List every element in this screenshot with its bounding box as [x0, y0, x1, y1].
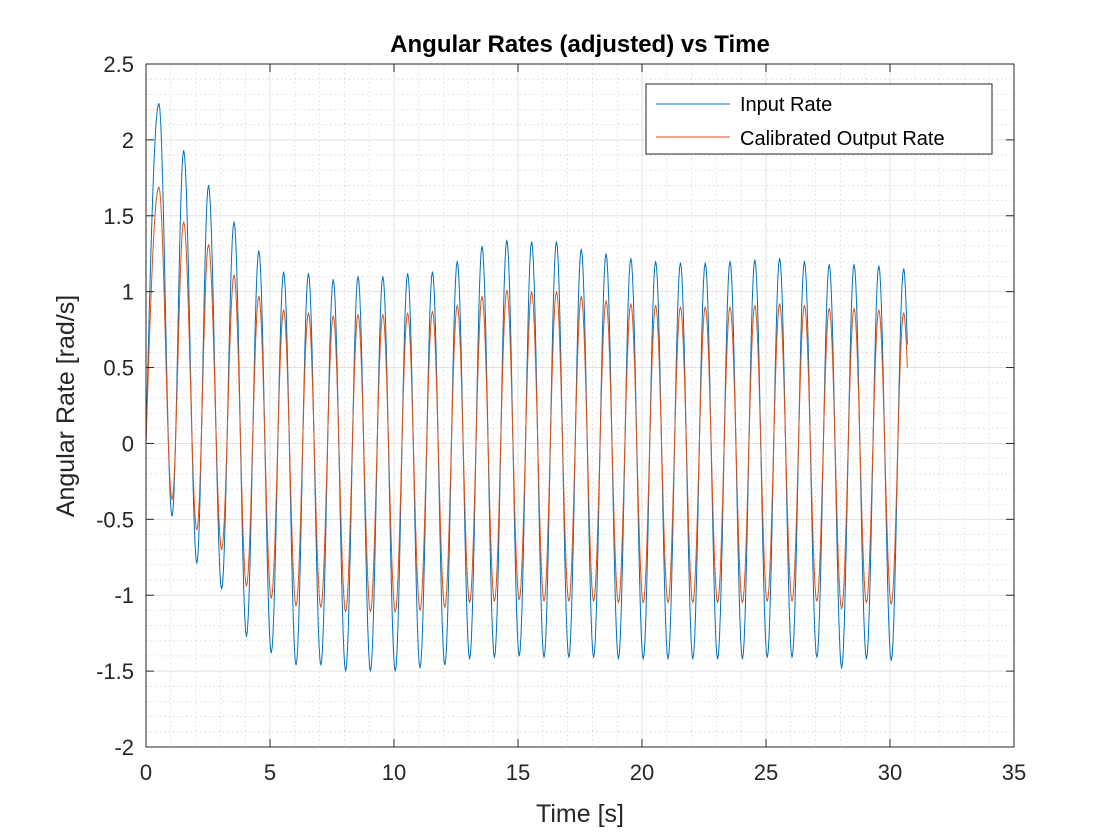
x-tick-label: 30 [878, 760, 902, 785]
y-tick-label: 2.5 [103, 52, 134, 77]
series-line-input-rate [145, 102, 908, 672]
y-tick-label: 2 [122, 128, 134, 153]
chart-title: Angular Rates (adjusted) vs Time [390, 31, 770, 58]
series-line-calibrated-output-rate [145, 186, 908, 613]
x-tick-label: 0 [140, 760, 152, 785]
y-tick-label: -1.5 [96, 659, 134, 684]
y-tick-label: 0.5 [103, 356, 134, 381]
x-tick-label: 5 [264, 760, 276, 785]
y-tick-label: -2 [114, 735, 134, 760]
x-tick-labels: 0 5 10 15 20 25 30 35 [140, 760, 1026, 785]
x-tick-label: 25 [754, 760, 778, 785]
y-tick-labels: -2 -1.5 -1 -0.5 0 0.5 1 1.5 2 2.5 [96, 52, 134, 760]
legend-label-calibrated-output-rate: Calibrated Output Rate [740, 128, 945, 150]
legend-box [645, 83, 993, 155]
y-tick-label: -0.5 [96, 507, 134, 532]
x-axis-label: Time [s] [536, 800, 624, 828]
y-tick-label: 0 [122, 431, 134, 456]
x-tick-label: 35 [1002, 760, 1026, 785]
x-tick-label: 20 [630, 760, 654, 785]
axes-box [145, 63, 1015, 748]
x-tick-label: 10 [382, 760, 406, 785]
series-layer [145, 102, 908, 672]
legend-label-input-rate: Input Rate [740, 94, 832, 116]
x-tick-label: 15 [506, 760, 530, 785]
ticks [145, 63, 1015, 748]
y-tick-label: -1 [114, 583, 134, 608]
y-axis-label: Angular Rate [rad/s] [52, 295, 80, 517]
y-tick-label: 1 [122, 280, 134, 305]
y-tick-label: 1.5 [103, 204, 134, 229]
legend: Input Rate Calibrated Output Rate [645, 83, 993, 155]
